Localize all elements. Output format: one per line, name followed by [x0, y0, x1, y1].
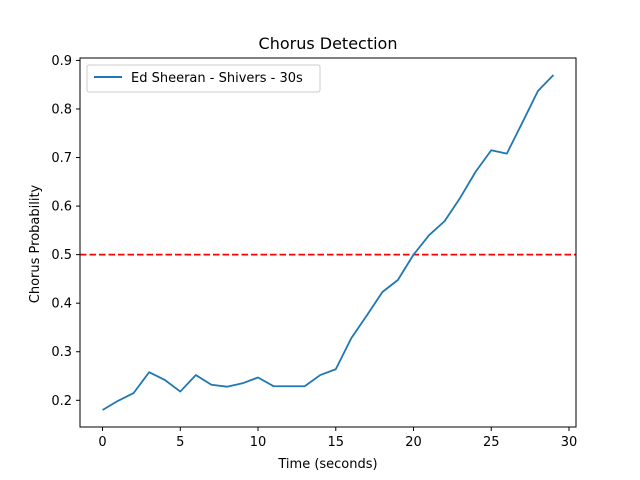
x-tick-label: 15	[328, 435, 345, 450]
x-tick-label: 30	[561, 435, 578, 450]
x-tick-label: 10	[250, 435, 267, 450]
y-tick-label: 0.2	[51, 394, 72, 409]
legend-label: Ed Sheeran - Shivers - 30s	[131, 71, 303, 86]
plot-area: 0 5 10 15 20 25 30 0.2 0.3 0.4 0.5 0.6 0.7 0.8 0.9	[51, 54, 577, 450]
legend: Ed Sheeran - Shivers - 30s	[86, 64, 321, 93]
y-tick-label: 0.5	[51, 248, 72, 263]
series-line-0	[102, 74, 555, 411]
x-axis-label: Time (seconds)	[277, 457, 377, 472]
legend-box	[86, 64, 321, 93]
chart-title: Chorus Detection	[259, 34, 398, 53]
y-tick-label: 0.3	[51, 345, 72, 360]
y-axis-label: Chorus Probability	[28, 184, 43, 303]
y-tick-label: 0.4	[51, 297, 72, 312]
x-tick-label: 5	[176, 435, 184, 450]
x-tick-label: 20	[405, 435, 422, 450]
y-tick-label: 0.9	[51, 54, 72, 69]
x-tick-label: 25	[483, 435, 500, 450]
y-tick-label: 0.7	[51, 151, 72, 166]
y-tick-label: 0.6	[51, 200, 72, 215]
axes-frame	[79, 57, 577, 428]
y-tick-label: 0.8	[51, 102, 72, 117]
x-tick-label: 0	[98, 435, 106, 450]
